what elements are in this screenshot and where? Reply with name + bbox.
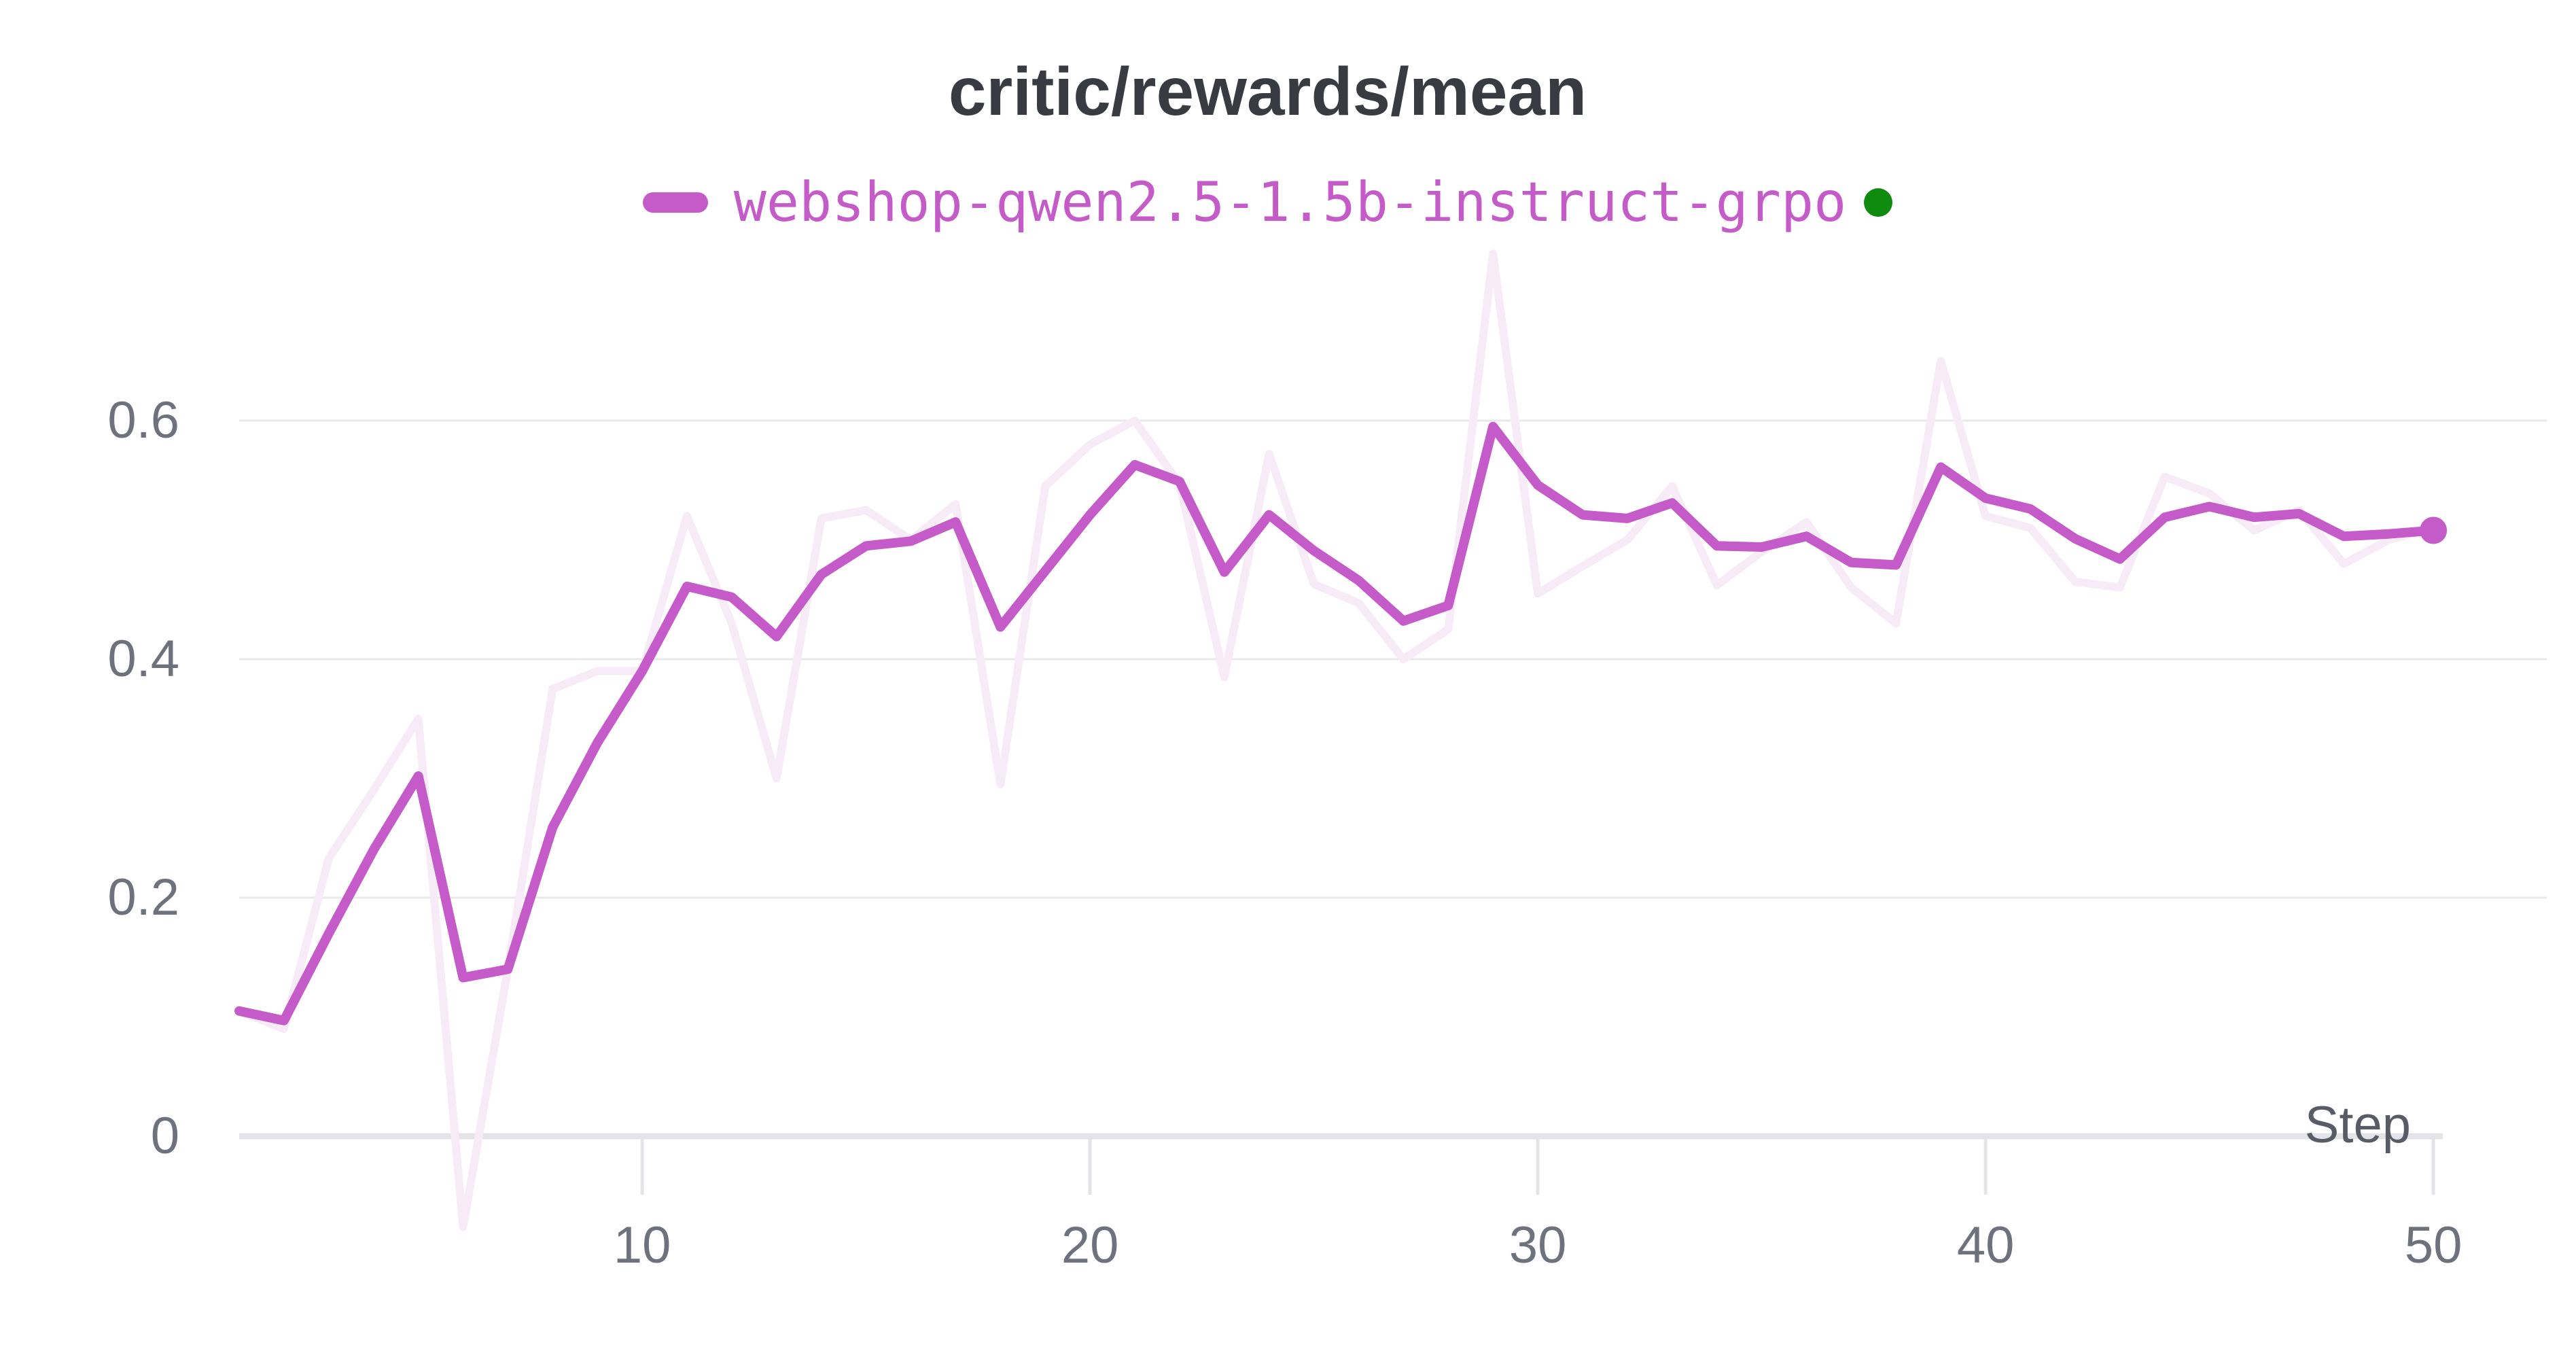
chart-title: critic/rewards/mean <box>948 54 1587 130</box>
x-tick-label: 40 <box>1956 1216 2015 1274</box>
x-tick-label: 30 <box>1508 1216 1567 1274</box>
legend-item[interactable]: webshop-qwen2.5-1.5b-instruct-grpo <box>642 165 1893 240</box>
y-tick-label: 0.2 <box>107 868 179 926</box>
legend-line-swatch-icon <box>642 192 708 213</box>
y-tick-label: 0.6 <box>107 391 179 449</box>
run-status-dot-icon <box>1864 188 1893 217</box>
x-tick-label: 20 <box>1061 1216 1119 1274</box>
chart-legend: webshop-qwen2.5-1.5b-instruct-grpo <box>0 165 2535 240</box>
series-end-point-marker <box>2420 516 2448 544</box>
y-tick-label: 0 <box>150 1107 179 1165</box>
original-series-line <box>235 249 2438 1231</box>
x-tick-label: 10 <box>613 1216 671 1274</box>
x-tick-label: 50 <box>2404 1216 2463 1274</box>
smoothed-series-line <box>234 421 2439 1025</box>
legend-run-name: webshop-qwen2.5-1.5b-instruct-grpo <box>733 171 1847 234</box>
y-tick-label: 0.4 <box>107 630 179 688</box>
x-axis-title: Step <box>2304 1096 2411 1154</box>
